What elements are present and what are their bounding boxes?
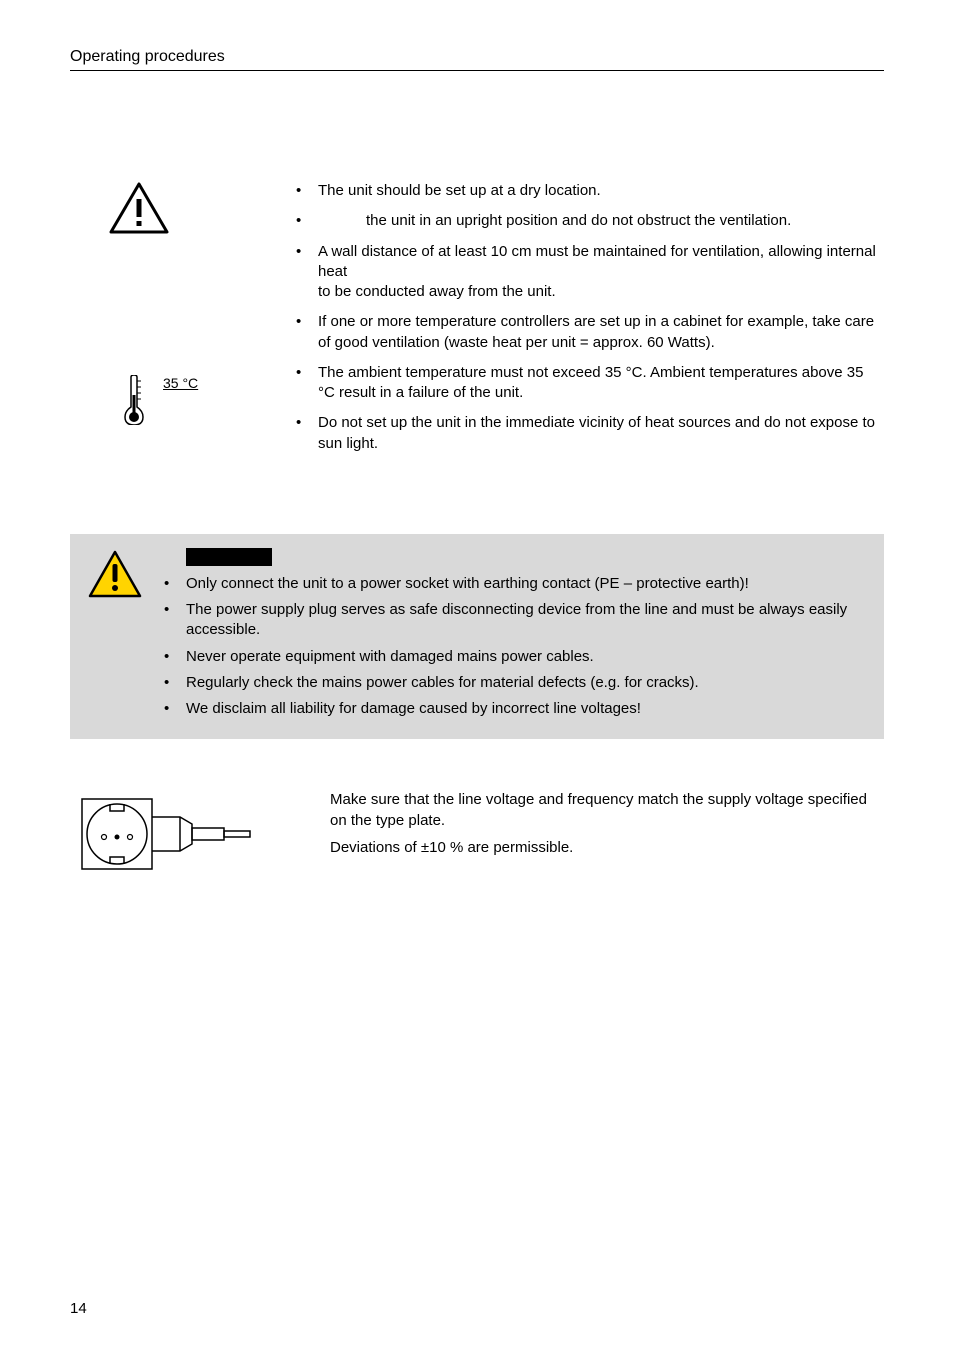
plug-text: Make sure that the line voltage and freq… <box>330 789 884 864</box>
bullet-item: If one or more temperature controllers a… <box>290 312 884 353</box>
bullet-item: Do not set up the unit in the immediate … <box>290 413 884 454</box>
thermometer-figure: 35 °C <box>123 375 290 425</box>
plug-section: Make sure that the line voltage and freq… <box>70 789 884 883</box>
header-title: Operating procedures <box>70 48 884 66</box>
bullet-text: We disclaim all liability for damage cau… <box>186 700 641 717</box>
bullet-text: Only connect the unit to a power socket … <box>186 575 749 592</box>
bullet-item: The ambient temperature must not exceed … <box>290 363 884 404</box>
bullet-item: The unit should be set up at a dry locat… <box>290 181 884 201</box>
setup-section: 35 °C The unit should be set up at a dry… <box>70 181 884 464</box>
bullet-text: Do not set up the unit in the immediate … <box>318 414 875 451</box>
bullet-text: The unit should be set up at a dry locat… <box>318 182 601 199</box>
bullet-item: the unit in an upright position and do n… <box>290 211 884 231</box>
bullet-text: If one or more temperature controllers a… <box>318 313 874 350</box>
bullet-item: A wall distance of at least 10 cm must b… <box>290 242 884 303</box>
bullet-item: Only connect the unit to a power socket … <box>158 574 866 594</box>
page-number: 14 <box>70 1300 87 1317</box>
bullet-text: A wall distance of at least 10 cm must b… <box>318 243 876 301</box>
plug-socket-icon <box>80 789 260 879</box>
setup-bullets: The unit should be set up at a dry locat… <box>290 181 884 464</box>
bullet-item: Never operate equipment with damaged mai… <box>158 647 866 667</box>
bullet-item: The power supply plug serves as safe dis… <box>158 600 866 641</box>
plug-paragraph: Make sure that the line voltage and freq… <box>330 789 884 831</box>
warning-icon-column <box>88 548 158 602</box>
bullet-text: Regularly check the mains power cables f… <box>186 674 699 691</box>
bullet-text: The ambient temperature must not exceed … <box>318 364 863 401</box>
header: Operating procedures <box>70 48 884 71</box>
warning-triangle-icon <box>108 181 170 235</box>
bullet-item: We disclaim all liability for damage cau… <box>158 699 866 719</box>
plug-figure <box>70 789 330 883</box>
bullet-text: The power supply plug serves as safe dis… <box>186 601 847 638</box>
bullet-text: Never operate equipment with damaged mai… <box>186 648 594 665</box>
warning-triangle-color-icon <box>88 550 142 598</box>
bullet-item: Regularly check the mains power cables f… <box>158 673 866 693</box>
thermometer-icon <box>123 375 145 425</box>
warning-content: Only connect the unit to a power socket … <box>158 548 866 726</box>
bullet-text: the unit in an upright position and do n… <box>366 212 791 229</box>
icon-column: 35 °C <box>70 181 290 425</box>
warning-box: Only connect the unit to a power socket … <box>70 534 884 740</box>
temperature-label: 35 °C <box>163 375 198 391</box>
redacted-heading <box>186 548 272 566</box>
plug-paragraph: Deviations of ±10 % are permissible. <box>330 837 884 858</box>
page: Operating procedures 35 °C <box>0 0 954 1351</box>
